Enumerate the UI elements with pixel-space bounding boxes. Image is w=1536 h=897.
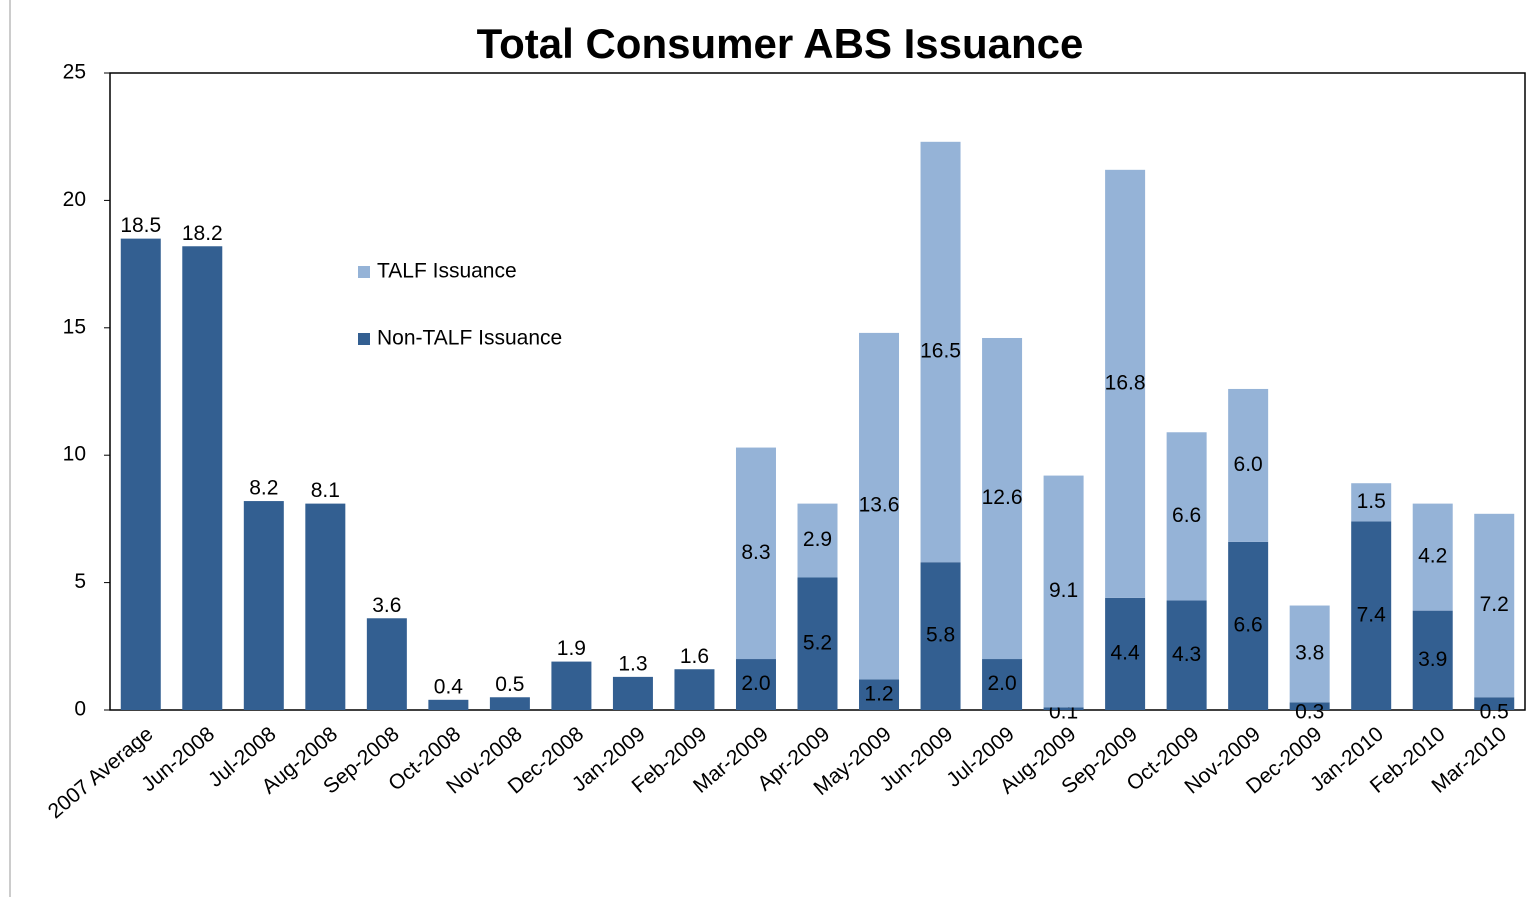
- bar-segment: [1289, 702, 1330, 710]
- data-label: 13.6: [859, 494, 900, 517]
- y-tick-label: 25: [63, 61, 86, 84]
- data-label: 7.2: [1480, 593, 1509, 616]
- data-label: 5.2: [803, 631, 832, 654]
- data-label: 2.0: [987, 672, 1016, 695]
- data-label: 1.6: [680, 645, 709, 668]
- data-label: 0.5: [1480, 701, 1509, 724]
- data-label: 1.5: [1357, 490, 1386, 513]
- data-label: 3.9: [1418, 648, 1447, 671]
- data-label: 6.6: [1234, 613, 1263, 636]
- data-label: 18.5: [120, 214, 161, 237]
- legend-label: Non-TALF Issuance: [377, 327, 562, 350]
- data-label: 18.2: [182, 222, 223, 245]
- data-label: 2.9: [803, 528, 832, 551]
- legend-swatch: [358, 266, 370, 278]
- data-label: 5.8: [926, 624, 955, 647]
- bar-segment: [551, 661, 592, 710]
- bar-segment: [182, 246, 223, 710]
- bar-segment: [797, 503, 838, 578]
- data-label: 0.3: [1295, 701, 1324, 724]
- bar-segment: [797, 577, 838, 710]
- bar-segment: [489, 697, 530, 710]
- data-label: 3.8: [1295, 641, 1324, 664]
- y-tick-label: 20: [63, 188, 86, 211]
- bar-segment: [1105, 169, 1146, 598]
- bar-segment: [859, 332, 900, 680]
- chart-title: Total Consumer ABS Issuance: [477, 20, 1084, 67]
- bar-segment: [1351, 483, 1392, 522]
- bar-segment: [1412, 610, 1453, 710]
- bar-segment: [920, 562, 961, 710]
- data-label: 3.6: [372, 594, 401, 617]
- bar-segment: [366, 618, 407, 710]
- bar-segment: [674, 669, 715, 710]
- y-tick-label: 5: [74, 570, 86, 593]
- data-label: 6.0: [1234, 453, 1263, 476]
- bar-segment: [1043, 707, 1084, 710]
- bar-segment: [243, 501, 284, 710]
- bar-segment: [920, 141, 961, 563]
- bar-segment: [1166, 432, 1207, 601]
- bar-segment: [735, 659, 776, 710]
- data-label: 9.1: [1049, 579, 1078, 602]
- legend-label: TALF Issuance: [377, 260, 517, 283]
- bar-segment: [1289, 605, 1330, 703]
- x-tick-label: 2007 Average: [44, 722, 158, 823]
- bar-segment: [1166, 600, 1207, 710]
- data-label: 16.8: [1105, 371, 1146, 394]
- y-tick-label: 15: [63, 315, 86, 338]
- data-label: 4.2: [1418, 545, 1447, 568]
- legend-swatch: [358, 333, 370, 345]
- data-label: 7.4: [1357, 603, 1387, 626]
- data-label: 0.5: [495, 673, 524, 696]
- data-label: 8.3: [741, 541, 770, 564]
- data-label: 2.0: [741, 672, 770, 695]
- bar-segment: [1228, 541, 1269, 710]
- data-label: 4.3: [1172, 643, 1201, 666]
- bar-segment: [612, 676, 653, 710]
- bar-segment: [1474, 513, 1515, 698]
- data-label: 12.6: [982, 486, 1023, 509]
- bar-segment: [1043, 475, 1084, 708]
- data-label: 0.4: [434, 675, 464, 698]
- bar-segment: [1412, 503, 1453, 611]
- data-label: 1.9: [557, 637, 586, 660]
- bar-segment: [120, 238, 161, 710]
- data-label: 8.1: [311, 479, 340, 502]
- data-label: 1.2: [864, 682, 893, 705]
- bar-segment: [982, 659, 1023, 710]
- data-label: 6.6: [1172, 504, 1201, 527]
- bar-segment: [735, 447, 776, 660]
- y-tick-label: 10: [63, 443, 86, 466]
- bar-segment: [305, 503, 346, 710]
- bar-segment: [1105, 597, 1146, 710]
- y-tick-label: 0: [74, 698, 86, 721]
- bar-segment: [1228, 388, 1269, 542]
- data-label: 8.2: [249, 477, 278, 500]
- bar-segment: [982, 337, 1023, 660]
- bar-segment: [1351, 521, 1392, 710]
- data-label: 1.3: [618, 652, 647, 675]
- bar-segment: [1474, 697, 1515, 710]
- data-label: 16.5: [920, 340, 961, 363]
- bar-segment: [859, 679, 900, 710]
- data-label: 4.4: [1111, 641, 1141, 664]
- bar-segment: [428, 699, 469, 710]
